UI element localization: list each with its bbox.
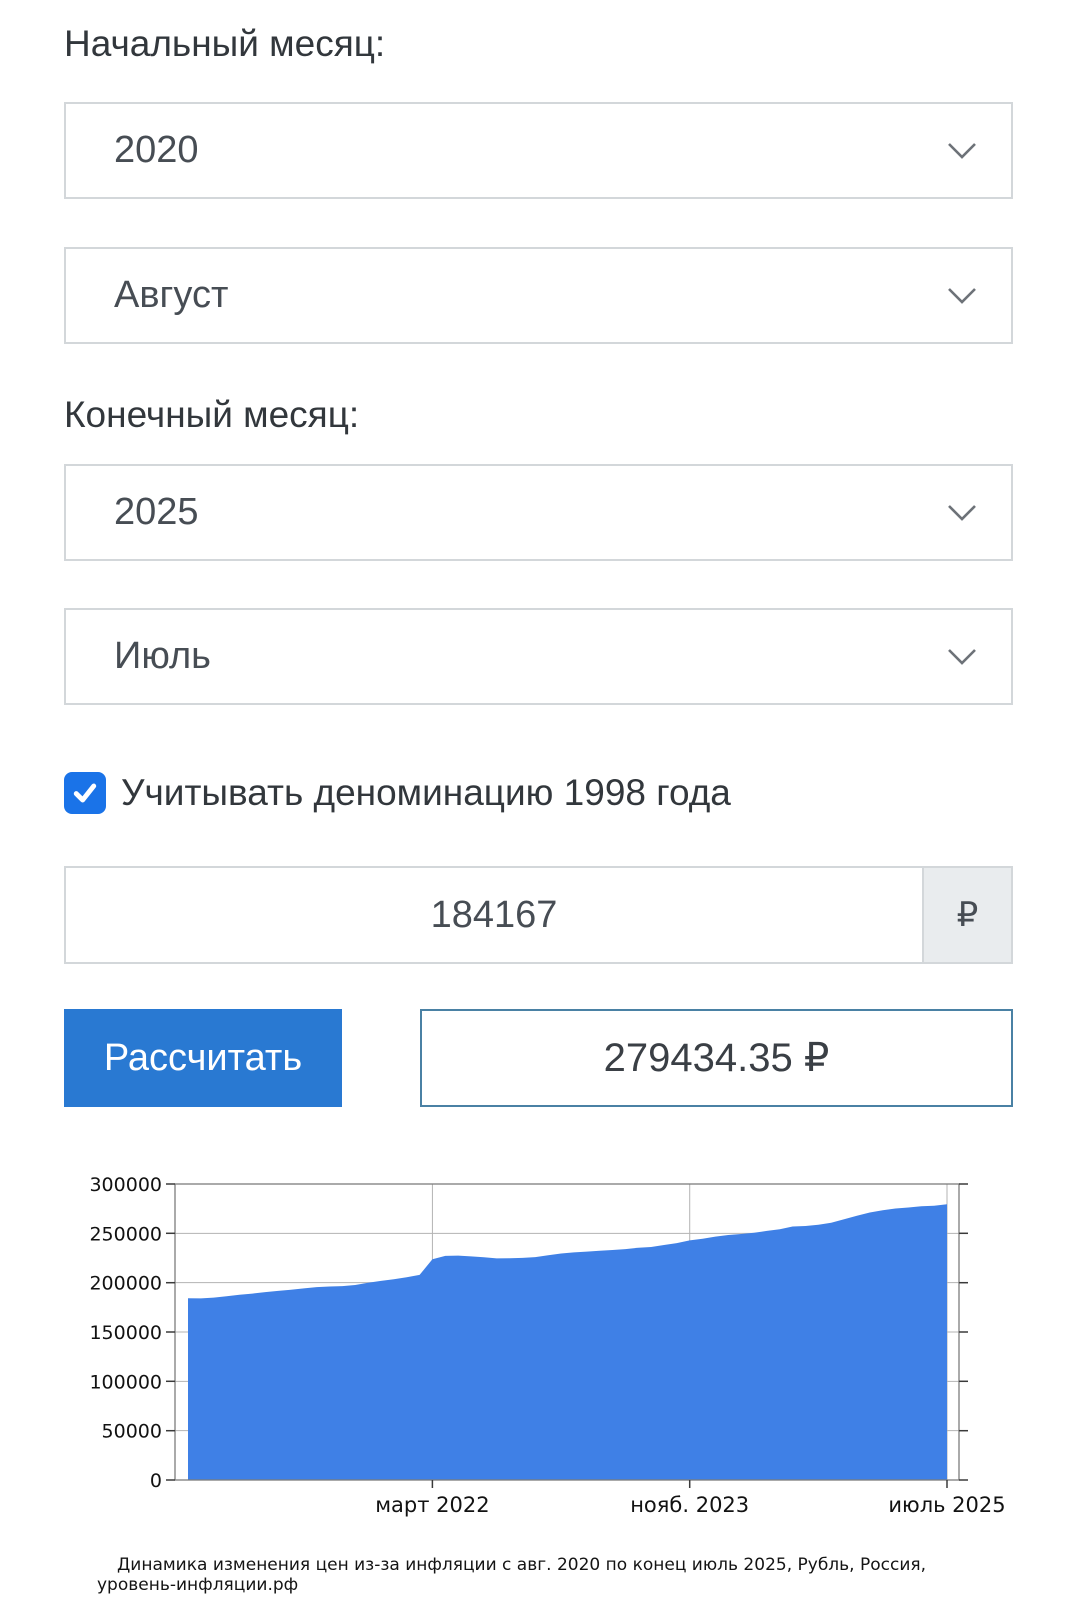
amount-input[interactable]: 184167 bbox=[66, 868, 922, 962]
chevron-down-icon bbox=[948, 142, 976, 159]
chart-caption: Динамика изменения цен из-за инфляции с … bbox=[97, 1555, 927, 1595]
svg-text:200000: 200000 bbox=[89, 1273, 162, 1295]
action-row: Рассчитать 279434.35 ₽ bbox=[64, 1009, 1013, 1107]
svg-text:150000: 150000 bbox=[89, 1322, 162, 1344]
svg-text:нояб. 2023: нояб. 2023 bbox=[630, 1493, 749, 1517]
svg-text:50000: 50000 bbox=[102, 1421, 162, 1443]
currency-suffix: ₽ bbox=[922, 868, 1011, 962]
end-month-value: Июль bbox=[114, 635, 211, 677]
chevron-down-icon bbox=[948, 287, 976, 304]
svg-text:март 2022: март 2022 bbox=[375, 1493, 489, 1517]
svg-text:0: 0 bbox=[150, 1470, 162, 1492]
end-month-label: Конечный месяц: bbox=[64, 394, 360, 435]
result-value-text: 279434.35 ₽ bbox=[603, 1036, 830, 1080]
inflation-area-chart: 0 50000 100000 150000 200000 250000 300000 март… bbox=[60, 1143, 1040, 1533]
end-year-select[interactable]: 2025 bbox=[64, 464, 1013, 561]
denomination-checkbox[interactable] bbox=[64, 772, 106, 814]
denomination-checkbox-row[interactable]: Учитывать деноминацию 1998 года bbox=[64, 772, 1013, 814]
chevron-down-icon bbox=[948, 504, 976, 521]
checkmark-icon bbox=[73, 783, 97, 803]
svg-text:июль 2025: июль 2025 bbox=[888, 1493, 1005, 1517]
start-month-value: Август bbox=[114, 274, 229, 316]
chevron-down-icon bbox=[948, 648, 976, 665]
start-month-label: Начальный месяц: bbox=[64, 23, 386, 64]
amount-value-text: 184167 bbox=[430, 893, 558, 936]
end-month-select[interactable]: Июль bbox=[64, 608, 1013, 705]
svg-text:100000: 100000 bbox=[89, 1371, 162, 1393]
amount-input-group: 184167 ₽ bbox=[64, 866, 1013, 964]
svg-text:300000: 300000 bbox=[89, 1174, 162, 1196]
svg-text:250000: 250000 bbox=[89, 1223, 162, 1245]
calculate-button[interactable]: Рассчитать bbox=[64, 1009, 342, 1107]
start-month-select[interactable]: Август bbox=[64, 247, 1013, 344]
denomination-label: Учитывать деноминацию 1998 года bbox=[121, 772, 731, 813]
start-year-value: 2020 bbox=[114, 129, 199, 171]
ruble-sign-icon: ₽ bbox=[956, 896, 979, 934]
end-year-value: 2025 bbox=[114, 491, 199, 533]
start-year-select[interactable]: 2020 bbox=[64, 102, 1013, 199]
result-output: 279434.35 ₽ bbox=[420, 1009, 1013, 1107]
